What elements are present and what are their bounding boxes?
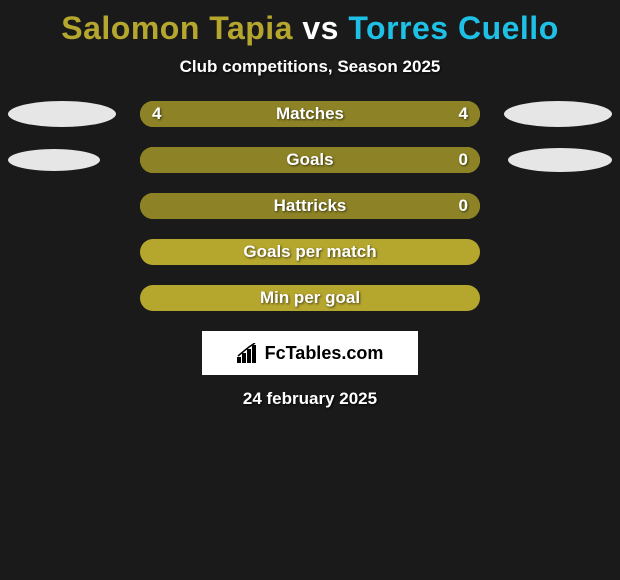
bar-chart-icon	[237, 343, 261, 363]
player2-ellipse	[504, 101, 612, 127]
logo: FcTables.com	[237, 343, 384, 364]
comparison-row: 0 Goals	[0, 147, 620, 173]
stat-label: Goals	[286, 150, 333, 170]
stat-value-right: 0	[459, 196, 468, 216]
stat-bar: 0 Hattricks	[140, 193, 480, 219]
player1-ellipse	[8, 149, 100, 171]
comparison-row: 0 Hattricks	[0, 193, 620, 219]
logo-text: FcTables.com	[265, 343, 384, 364]
infographic-container: Salomon Tapia vs Torres Cuello Club comp…	[0, 0, 620, 409]
stat-bar: Min per goal	[140, 285, 480, 311]
stat-label: Matches	[276, 104, 344, 124]
stat-bar: 0 Goals	[140, 147, 480, 173]
stat-label: Min per goal	[260, 288, 360, 308]
comparison-rows: 4 4 Matches 0 Goals 0 Hattricks Goals per match…	[0, 101, 620, 311]
comparison-row: Goals per match	[0, 239, 620, 265]
player2-ellipse	[508, 148, 612, 172]
title-player2: Torres Cuello	[348, 10, 558, 46]
comparison-row: Min per goal	[0, 285, 620, 311]
subtitle: Club competitions, Season 2025	[0, 57, 620, 77]
stat-value-right: 4	[459, 104, 468, 124]
stat-bar: Goals per match	[140, 239, 480, 265]
stat-bar: 4 4 Matches	[140, 101, 480, 127]
stat-label: Hattricks	[274, 196, 347, 216]
title-vs: vs	[302, 10, 339, 46]
logo-box: FcTables.com	[202, 331, 418, 375]
player1-ellipse	[8, 101, 116, 127]
stat-value-left: 4	[152, 104, 161, 124]
page-title: Salomon Tapia vs Torres Cuello	[0, 0, 620, 47]
stat-label: Goals per match	[243, 242, 376, 262]
date-label: 24 february 2025	[0, 389, 620, 409]
stat-value-right: 0	[459, 150, 468, 170]
comparison-row: 4 4 Matches	[0, 101, 620, 127]
title-player1: Salomon Tapia	[61, 10, 293, 46]
